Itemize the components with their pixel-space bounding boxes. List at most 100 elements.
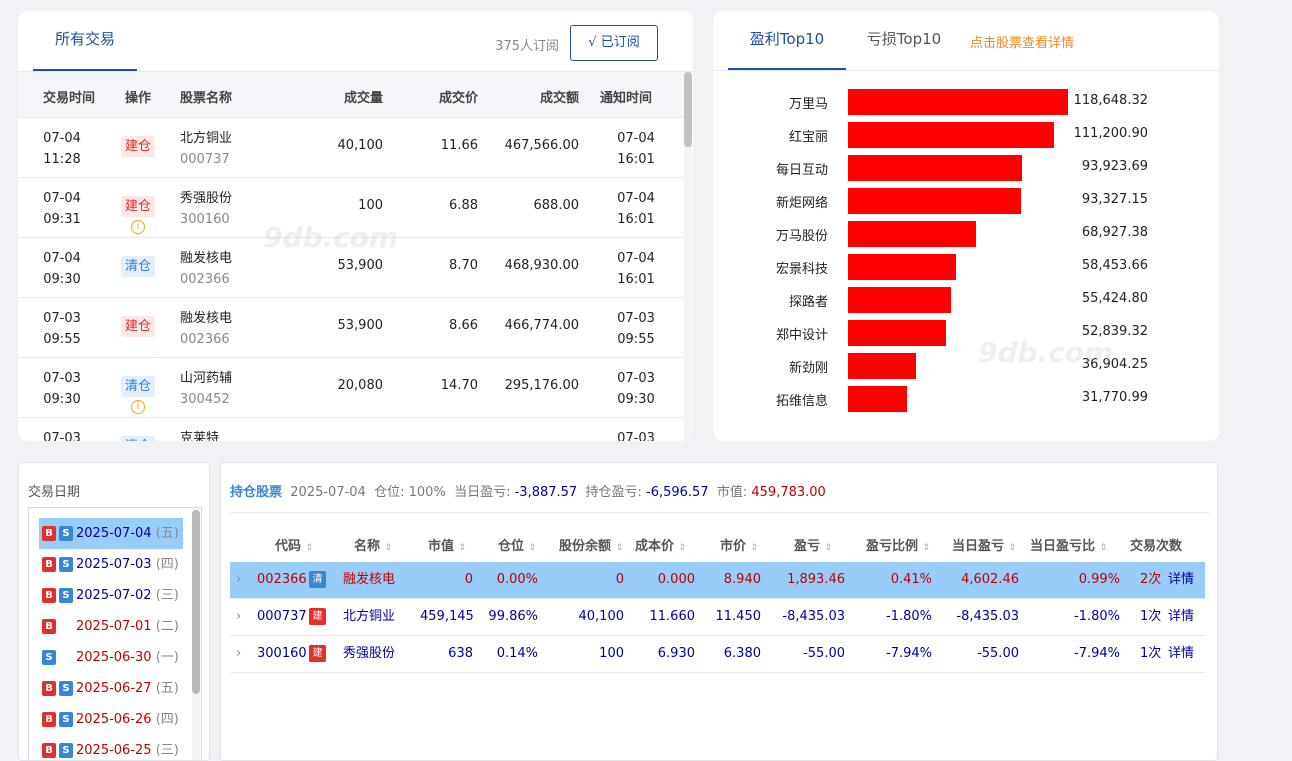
subscribed-button[interactable]: √ 已订阅 [570,25,658,61]
top10-stock-name[interactable]: 新炬网络 [775,196,828,211]
sort-icon[interactable]: ⇕ [384,543,393,553]
holding-row[interactable]: › 002366 清 融发核电 0 0.00% 0 0.000 8.940 1,… [230,562,1205,599]
sort-icon[interactable]: ⇕ [1099,543,1108,553]
top10-stock-name[interactable]: 万马股份 [775,229,828,244]
holdings-col-header[interactable]: 当日盈亏比 ⇕ [1030,535,1107,554]
holding-detail-link[interactable]: 详情 [1168,609,1195,624]
trade-row[interactable]: 07-04 09:30 清仓 融发核电 002366 53,900 8.70 468… [18,238,684,298]
holding-code[interactable]: 000737 [257,609,307,624]
top10-bar[interactable] [848,287,951,313]
top10-stock-name[interactable]: 每日互动 [775,163,828,178]
top10-row[interactable]: 每日互动 93,923.69 [713,155,1219,181]
trades-scrollbar-thumb[interactable] [684,72,692,147]
top10-row[interactable]: 万马股份 68,927.38 [713,221,1219,247]
trade-stock[interactable]: 克莱特 [180,428,280,441]
holding-name[interactable]: 秀强股份 [343,646,396,661]
holdings-col-header[interactable]: 盈亏 ⇕ [794,535,832,554]
trade-date-item[interactable]: B 2025-07-01 (二) [39,611,183,642]
tab-profit-top10[interactable]: 盈利Top10 [728,11,846,70]
holdings-col-header[interactable]: 盈亏比例 ⇕ [866,535,930,554]
top10-stock-name[interactable]: 郑中设计 [775,328,828,343]
holdings-col-header[interactable]: 成本价 ⇕ [635,535,686,554]
top10-stock-name[interactable]: 新劲刚 [788,361,828,376]
holdings-col-header[interactable]: 代码 ⇕ [275,535,313,554]
top10-bar[interactable] [848,221,976,247]
top10-row[interactable]: 新劲刚 36,904.25 [713,353,1219,379]
dates-scrollbar-thumb[interactable] [192,510,200,694]
sort-icon[interactable]: ⇕ [922,543,931,553]
top10-bar[interactable] [848,188,1021,214]
top10-bar[interactable] [848,254,956,280]
trade-stock[interactable]: 北方铜业 000737 [180,128,280,170]
sort-icon[interactable]: ⇕ [305,543,314,553]
holding-code[interactable]: 300160 [257,646,307,661]
top10-row[interactable]: 拓维信息 31,770.99 [713,386,1219,412]
sell-badge: S [42,650,56,665]
sort-icon[interactable]: ⇕ [458,543,467,553]
trade-date-item[interactable]: B S 2025-06-26 (四) [39,704,183,735]
trade-row[interactable]: 07-04 09:31 建仓 i 秀强股份 300160 100 6.88 688.0… [18,178,684,238]
top10-stock-name[interactable]: 宏景科技 [775,262,828,277]
top10-stock-name[interactable]: 万里马 [788,97,828,112]
trade-row[interactable]: 07-04 11:28 建仓 北方铜业 000737 40,100 11.66 46… [18,118,684,178]
tab-all-trades[interactable]: 所有交易 [33,11,137,71]
sort-icon[interactable]: ⇕ [678,543,687,553]
top10-bar[interactable] [848,155,1022,181]
info-icon[interactable]: i [131,220,145,234]
top10-row[interactable]: 探路者 55,424.80 [713,287,1219,313]
dates-scrollbar[interactable] [192,508,200,760]
top10-stock-name[interactable]: 探路者 [788,295,828,310]
holdings-col-header[interactable]: 市值 ⇕ [428,535,466,554]
top10-bar[interactable] [848,353,916,379]
holding-detail-link[interactable]: 详情 [1168,572,1195,587]
top10-stock-name[interactable]: 拓维信息 [775,394,828,409]
holdings-col-header[interactable]: 当日盈亏 ⇕ [952,535,1016,554]
sell-badge: S [59,681,73,696]
top10-bar[interactable] [848,386,907,412]
holding-name[interactable]: 北方铜业 [343,609,396,624]
trade-date-item[interactable]: B S 2025-07-02 (三) [39,580,183,611]
sort-icon[interactable]: ⇕ [824,543,833,553]
trade-row[interactable]: 07-03 清仓 克莱特 07-03 [18,418,684,441]
trade-date-item[interactable]: B S 2025-06-25 (三) [39,735,183,760]
holdings-col-header[interactable]: 名称 ⇕ [354,535,392,554]
expand-chevron-icon[interactable]: › [236,572,242,587]
trade-stock[interactable]: 融发核电 002366 [180,248,280,290]
sort-icon[interactable]: ⇕ [528,543,537,553]
trade-row[interactable]: 07-03 09:55 建仓 融发核电 002366 53,900 8.66 466… [18,298,684,358]
trade-stock[interactable]: 融发核电 002366 [180,308,280,350]
info-icon[interactable]: i [131,400,145,414]
top10-bar[interactable] [848,89,1068,115]
trade-stock[interactable]: 山河药辅 300452 [180,368,280,410]
top10-row[interactable]: 新炬网络 93,327.15 [713,188,1219,214]
expand-chevron-icon[interactable]: › [236,646,242,661]
expand-chevron-icon[interactable]: › [236,609,242,624]
top10-bar[interactable] [848,122,1054,148]
trade-date-item[interactable]: B S 2025-06-27 (五) [39,673,183,704]
trade-stock[interactable]: 秀强股份 300160 [180,188,280,230]
trade-date-item[interactable]: S 2025-06-30 (一) [39,642,183,673]
top10-row[interactable]: 万里马 118,648.32 [713,89,1219,115]
top10-bar[interactable] [848,320,946,346]
sort-icon[interactable]: ⇕ [615,543,624,553]
sort-icon[interactable]: ⇕ [1008,543,1017,553]
top10-row[interactable]: 郑中设计 52,839.32 [713,320,1219,346]
holding-detail-link[interactable]: 详情 [1168,646,1195,661]
holding-row[interactable]: › 300160 建 秀强股份 638 0.14% 100 6.930 6.38… [230,636,1205,673]
holdings-col-header[interactable]: 交易次数 [1130,535,1182,554]
holdings-col-header[interactable]: 仓位 ⇕ [498,535,536,554]
top10-row[interactable]: 红宝丽 111,200.90 [713,122,1219,148]
trade-date-item[interactable]: B S 2025-07-04 (五) [39,518,183,549]
sort-icon[interactable]: ⇕ [750,543,759,553]
trade-row[interactable]: 07-03 09:30 清仓 i 山河药辅 300452 20,080 14.70 2… [18,358,684,418]
holding-code[interactable]: 002366 [257,572,307,587]
trade-date-item[interactable]: B S 2025-07-03 (四) [39,549,183,580]
tab-loss-top10[interactable]: 亏损Top10 [866,30,942,48]
top10-stock-name[interactable]: 红宝丽 [788,130,828,145]
holdings-col-header[interactable]: 股份余额 ⇕ [559,535,623,554]
trades-scrollbar[interactable] [684,72,692,441]
holdings-col-header[interactable]: 市价 ⇕ [720,535,758,554]
top10-row[interactable]: 宏景科技 58,453.66 [713,254,1219,280]
holding-row[interactable]: › 000737 建 北方铜业 459,145 99.86% 40,100 11… [230,599,1205,636]
holding-name[interactable]: 融发核电 [343,572,396,587]
